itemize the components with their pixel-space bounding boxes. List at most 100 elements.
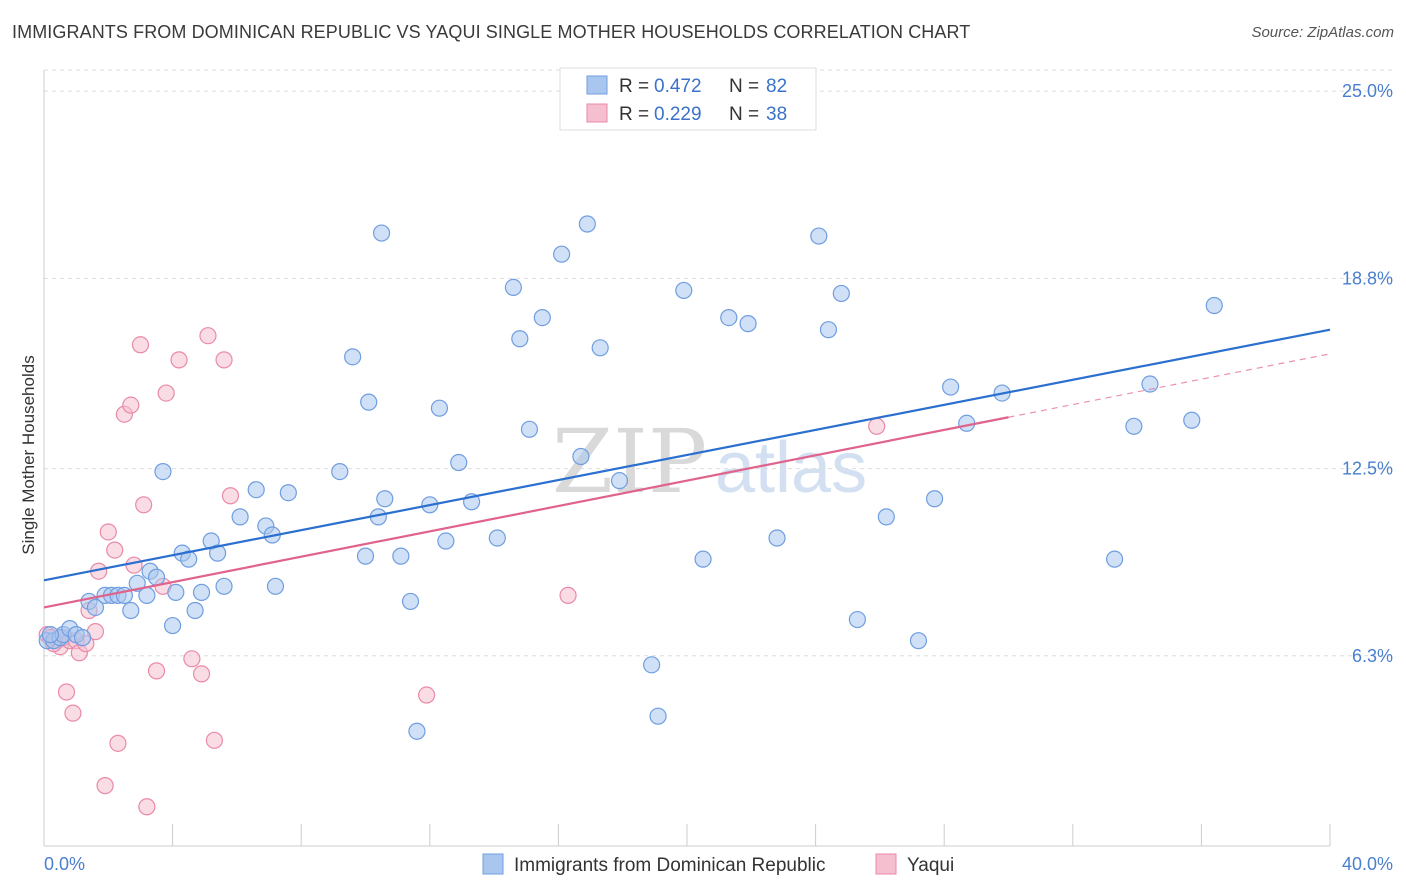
yaqui-point (138, 798, 156, 816)
dominican-point (810, 227, 828, 245)
dominican-point (942, 378, 960, 396)
dominican-point (41, 626, 60, 644)
dominican-point (909, 632, 928, 650)
dominican-point (553, 245, 571, 263)
yaqui-point (192, 665, 211, 683)
y-tick-label: 25.0% (1342, 81, 1393, 101)
yaqui-point (131, 336, 150, 354)
yaqui-point (135, 496, 153, 514)
dominican-point (488, 529, 506, 547)
dominican-point (247, 481, 265, 499)
dominican-point (360, 393, 378, 411)
dominican-point (215, 577, 233, 595)
top-legend: R = 0.472 N = 82 R = 0.229 N = 38 (559, 67, 817, 131)
legend-swatch-pink (586, 103, 608, 123)
dominican-point (1183, 411, 1201, 429)
dominican-point (591, 339, 609, 357)
dominican-point (154, 462, 172, 481)
dominican-point (186, 601, 204, 620)
yaqui-point (147, 662, 166, 680)
dominican-trendline (43, 328, 1331, 582)
legend-r-label-2: R = (619, 104, 649, 125)
y-tick-label: 18.8% (1342, 268, 1393, 288)
dominican-point (504, 278, 522, 297)
bottom-legend-swatch-blue (482, 853, 504, 875)
legend-r-label-1: R = (619, 76, 649, 97)
dominican-point (848, 610, 866, 629)
chart-title: IMMIGRANTS FROM DOMINICAN REPUBLIC VS YA… (12, 22, 971, 42)
yaqui-point (221, 487, 240, 505)
dominican-point (1105, 550, 1124, 568)
yaqui-point (215, 351, 233, 369)
dominican-point (209, 544, 227, 562)
dominican-point (578, 215, 596, 233)
y-axis-title: Single Mother Households (19, 355, 38, 554)
dominican-point (437, 532, 455, 550)
trendlines (43, 328, 1331, 609)
yaqui-point (417, 686, 436, 704)
dominican-point (344, 348, 362, 366)
axes (43, 70, 1331, 847)
bottom-legend-label-yaqui: Yaqui (907, 855, 954, 876)
dominican-point (511, 330, 529, 348)
legend-swatch-blue (586, 75, 608, 95)
yaqui-point (64, 704, 82, 722)
dominican-point (192, 583, 211, 601)
bottom-legend-label-dominican: Immigrants from Dominican Republic (514, 855, 826, 876)
yaqui-point (183, 650, 201, 668)
y-tick-label: 12.5% (1342, 459, 1393, 479)
dominican-point (122, 601, 140, 620)
dominican-point (401, 592, 420, 611)
x-tick-label-min: 0.0% (44, 854, 85, 874)
legend-r-value-2: 0.229 (654, 104, 702, 125)
bottom-legend-swatch-pink (875, 853, 897, 875)
dominican-point (356, 547, 375, 565)
yaqui-point (205, 731, 223, 749)
yaqui-point (199, 327, 217, 345)
dominican-point (572, 447, 590, 466)
dominican-point (649, 707, 667, 725)
dominican-point (376, 490, 394, 508)
dominican-point (768, 529, 786, 547)
dominican-point (520, 420, 539, 438)
dominican-point (877, 508, 895, 526)
source-credit: Source: ZipAtlas.com (1251, 24, 1394, 41)
dominican-point (392, 547, 410, 565)
dominican-point (925, 490, 944, 508)
dominican-point (167, 583, 185, 601)
dominican-point (331, 462, 349, 481)
dominican-point (147, 568, 166, 586)
dominican-point (279, 484, 297, 502)
dominican-point (739, 315, 757, 333)
legend-n-value-2: 38 (766, 104, 787, 125)
dominican-point (610, 472, 629, 490)
legend-n-label-2: N = (729, 104, 759, 125)
dominican-point (1205, 296, 1223, 315)
dominican-point (372, 224, 391, 242)
y-tick-label: 6.3% (1352, 646, 1393, 666)
dominican-point (533, 308, 551, 327)
dominican-point (450, 453, 468, 472)
dominican-point (408, 722, 426, 740)
yaqui-point (96, 777, 114, 795)
yaqui-trendline-extension (1008, 353, 1331, 418)
yaqui-point (99, 523, 117, 541)
dominican-point (675, 281, 693, 300)
dominican-point (73, 629, 92, 647)
dominican-point (1125, 417, 1143, 435)
dominican-point (694, 550, 712, 568)
y-tick-labels: 6.3% 12.5% 18.8% 25.0% (1342, 81, 1393, 666)
dominican-point (164, 616, 182, 635)
bottom-legend: Immigrants from Dominican Republic Yaqui (482, 853, 954, 876)
dominican-point (819, 321, 838, 339)
yaqui-trendline (43, 416, 1009, 609)
dominican-points (38, 215, 1223, 740)
dominican-point (430, 399, 449, 417)
legend-n-value-1: 82 (766, 76, 787, 97)
x-tick-label-max: 40.0% (1342, 854, 1393, 874)
dominican-point (720, 308, 738, 327)
yaqui-point (559, 586, 577, 604)
yaqui-point (57, 683, 76, 701)
dominican-point (643, 656, 661, 674)
